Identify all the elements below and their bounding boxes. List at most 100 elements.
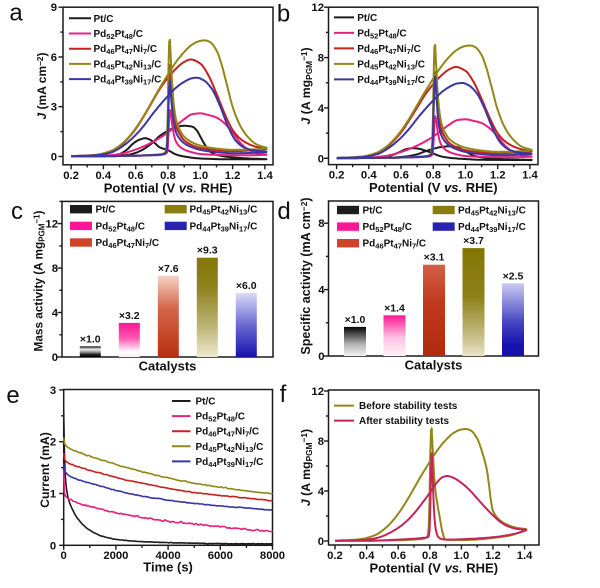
svg-text:1.0: 1.0 [192,170,208,182]
svg-text:Pd44Pt39Ni17/C: Pd44Pt39Ni17/C [196,457,264,469]
svg-text:Pd46Pt47Ni7/C: Pd46Pt47Ni7/C [363,239,427,251]
svg-text:6000: 6000 [208,550,233,562]
svg-text:1.2: 1.2 [490,170,506,182]
svg-text:Pt/C: Pt/C [96,205,116,216]
svg-text:Catalysts: Catalysts [139,359,197,374]
svg-text:0: 0 [318,351,324,363]
svg-text:Pd52Pt48/C: Pd52Pt48/C [94,29,143,41]
svg-text:×1.4: ×1.4 [384,302,405,314]
svg-text:1.4: 1.4 [522,170,538,182]
svg-text:9: 9 [51,2,57,14]
svg-text:0.2: 0.2 [329,170,345,182]
svg-text:Pd45Pt42Ni13/C: Pd45Pt42Ni13/C [357,59,425,71]
svg-text:Pd45Pt42Ni13/C: Pd45Pt42Ni13/C [458,206,526,218]
svg-text:Pt/C: Pt/C [94,14,114,25]
svg-text:Pd44Pt39Ni17/C: Pd44Pt39Ni17/C [94,75,162,87]
svg-text:After stability tests: After stability tests [359,416,449,427]
svg-text:0: 0 [52,352,58,364]
svg-text:Potential (V vs. RHE): Potential (V vs. RHE) [104,180,233,195]
svg-text:0: 0 [51,152,57,164]
svg-text:d: d [277,198,290,225]
svg-text:Potential (V vs. RHE): Potential (V vs. RHE) [369,180,498,195]
svg-text:Pt/C: Pt/C [196,397,216,408]
svg-text:×3.2: ×3.2 [119,310,140,322]
svg-text:1.4: 1.4 [257,170,273,182]
svg-text:J (mA cm−2): J (mA cm−2) [35,53,49,120]
svg-text:3: 3 [50,385,56,397]
svg-text:1.2: 1.2 [225,170,241,182]
svg-text:2000: 2000 [103,550,128,562]
svg-text:×2.5: ×2.5 [503,270,524,282]
svg-text:Pd44Pt39Ni17/C: Pd44Pt39Ni17/C [190,221,258,233]
svg-text:Pd45Pt42Ni13/C: Pd45Pt42Ni13/C [196,442,264,454]
svg-text:8: 8 [318,436,324,448]
svg-text:12: 12 [311,386,324,398]
svg-text:Pd46Pt47Ni7/C: Pd46Pt47Ni7/C [94,44,158,56]
svg-text:Pd45Pt42Ni13/C: Pd45Pt42Ni13/C [190,205,258,217]
svg-text:Current (mA): Current (mA) [38,432,52,508]
svg-text:Specific activity (mA cm−2): Specific activity (mA cm−2) [299,197,313,354]
svg-text:0.4: 0.4 [359,550,375,562]
svg-text:Pd44Pt39Ni17/C: Pd44Pt39Ni17/C [458,222,526,234]
svg-text:f: f [280,381,287,408]
svg-text:Before stability tests: Before stability tests [359,401,458,412]
svg-text:×3.7: ×3.7 [463,235,484,247]
svg-text:4: 4 [52,308,59,320]
svg-text:Pd52Pt48/C: Pd52Pt48/C [96,221,145,233]
svg-text:0.8: 0.8 [160,170,176,182]
svg-text:×1.0: ×1.0 [345,314,366,326]
svg-text:4: 4 [318,486,325,498]
svg-text:0.4: 0.4 [96,170,112,182]
svg-text:8: 8 [52,263,58,275]
svg-text:0.2: 0.2 [63,170,79,182]
svg-text:Pd52Pt48/C: Pd52Pt48/C [357,28,406,40]
svg-text:0.6: 0.6 [393,170,409,182]
svg-text:4: 4 [318,103,325,115]
svg-text:×7.6: ×7.6 [158,263,179,275]
svg-text:Pd46Pt47Ni7/C: Pd46Pt47Ni7/C [196,427,260,439]
svg-text:12: 12 [45,219,58,231]
svg-text:Pt/C: Pt/C [363,206,383,217]
svg-text:12: 12 [311,2,324,14]
svg-text:8: 8 [318,53,324,65]
svg-text:Catalysts: Catalysts [405,358,463,373]
svg-text:Pd52Pt48/C: Pd52Pt48/C [363,222,412,234]
svg-text:e: e [6,382,19,409]
svg-text:1.2: 1.2 [485,550,501,562]
svg-text:1.0: 1.0 [458,170,474,182]
svg-text:4: 4 [318,285,325,297]
svg-text:1.0: 1.0 [454,550,470,562]
svg-text:×9.3: ×9.3 [197,245,218,257]
svg-text:Potential (V vs. RHE): Potential (V vs. RHE) [369,561,498,576]
svg-text:Pd52Pt48/C: Pd52Pt48/C [196,412,245,424]
svg-text:0: 0 [318,536,324,548]
svg-text:0: 0 [50,540,56,552]
svg-text:Time (s): Time (s) [143,559,193,574]
svg-text:8: 8 [318,218,324,230]
svg-text:b: b [277,1,290,28]
svg-text:Pd45Pt42Ni13/C: Pd45Pt42Ni13/C [94,59,162,71]
svg-text:0.4: 0.4 [361,170,377,182]
svg-text:2: 2 [50,437,56,449]
svg-text:1.4: 1.4 [517,550,533,562]
svg-text:Mass activity (A mgPGM−1): Mass activity (A mgPGM−1) [32,210,47,351]
svg-text:0.2: 0.2 [327,550,343,562]
svg-text:×6.0: ×6.0 [236,280,257,292]
svg-text:a: a [9,0,23,27]
svg-text:0.8: 0.8 [422,550,438,562]
svg-text:Pd46Pt47Ni7/C: Pd46Pt47Ni7/C [96,238,160,250]
svg-text:0: 0 [61,550,67,562]
svg-text:c: c [11,198,23,225]
svg-text:Pd46Pt47Ni7/C: Pd46Pt47Ni7/C [357,44,421,56]
svg-text:×3.1: ×3.1 [424,252,445,264]
svg-text:0.8: 0.8 [425,170,441,182]
svg-text:3: 3 [51,102,57,114]
svg-text:0.6: 0.6 [128,170,144,182]
svg-text:8000: 8000 [260,550,285,562]
svg-text:0.6: 0.6 [390,550,406,562]
svg-text:Pd44Pt39Ni17/C: Pd44Pt39Ni17/C [357,75,425,87]
svg-text:×1.0: ×1.0 [80,333,101,345]
svg-text:0: 0 [318,153,324,165]
svg-text:Pt/C: Pt/C [357,13,377,24]
svg-text:4000: 4000 [156,550,181,562]
